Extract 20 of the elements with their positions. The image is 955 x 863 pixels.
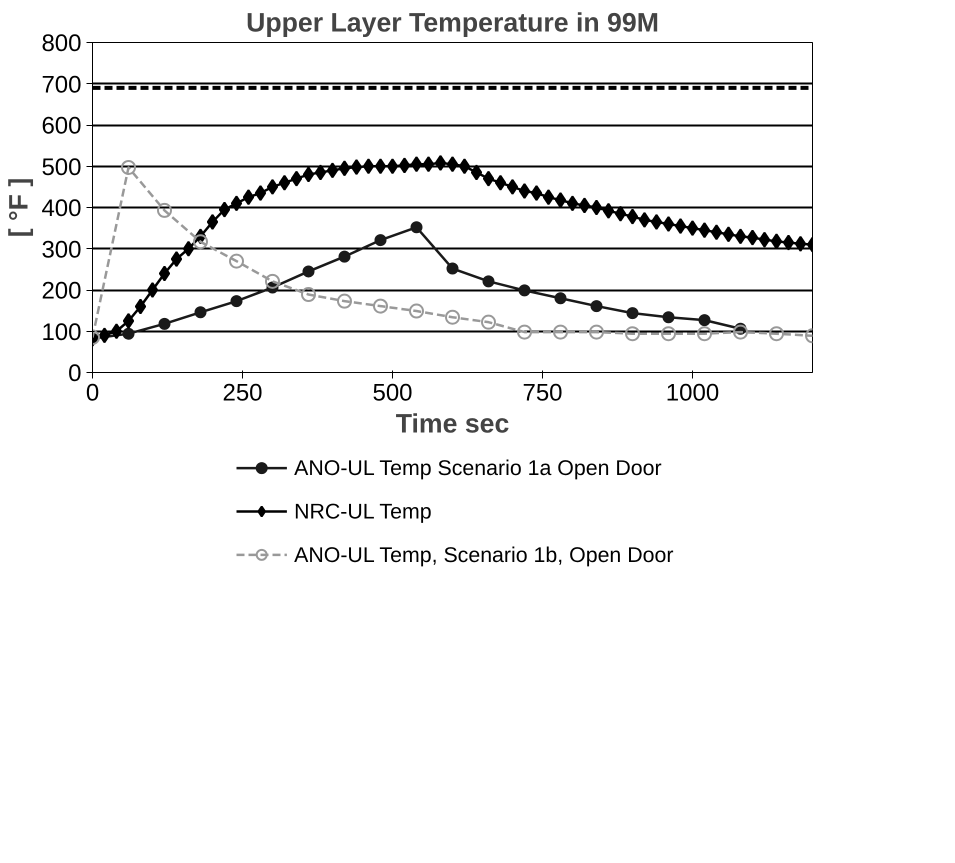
y-tick-label: 400 (41, 195, 82, 222)
y-tick-label: 0 (68, 360, 82, 387)
y-tick-label: 100 (41, 318, 82, 346)
x-axis-title: Time sec (396, 408, 510, 438)
y-tick-label: 300 (41, 236, 82, 264)
x-tick-label: 500 (372, 380, 413, 406)
chart-title: Upper Layer Temperature in 99M (246, 8, 659, 38)
y-axis-title: [ °F ] (3, 178, 34, 238)
x-tick-label: 0 (86, 380, 100, 406)
y-tick-label: 800 (41, 30, 82, 57)
x-tick-label: 750 (522, 380, 563, 406)
legend-label: ANO-UL Temp, Scenario 1b, Open Door (294, 542, 674, 567)
x-tick-label: 250 (222, 380, 263, 406)
y-tick-label: 700 (41, 71, 82, 98)
y-tick-label: 500 (41, 154, 82, 181)
legend-label: NRC-UL Temp (294, 500, 432, 524)
y-tick-label: 200 (41, 278, 82, 304)
y-tick-label: 600 (41, 112, 82, 140)
legend-label: ANO-UL Temp Scenario 1a Open Door (294, 456, 662, 480)
x-tick-label: 1000 (666, 380, 720, 406)
